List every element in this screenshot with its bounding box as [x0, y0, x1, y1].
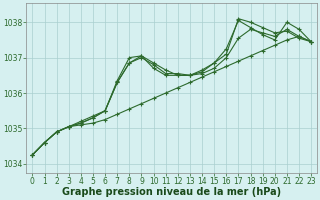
X-axis label: Graphe pression niveau de la mer (hPa): Graphe pression niveau de la mer (hPa) [62, 187, 281, 197]
